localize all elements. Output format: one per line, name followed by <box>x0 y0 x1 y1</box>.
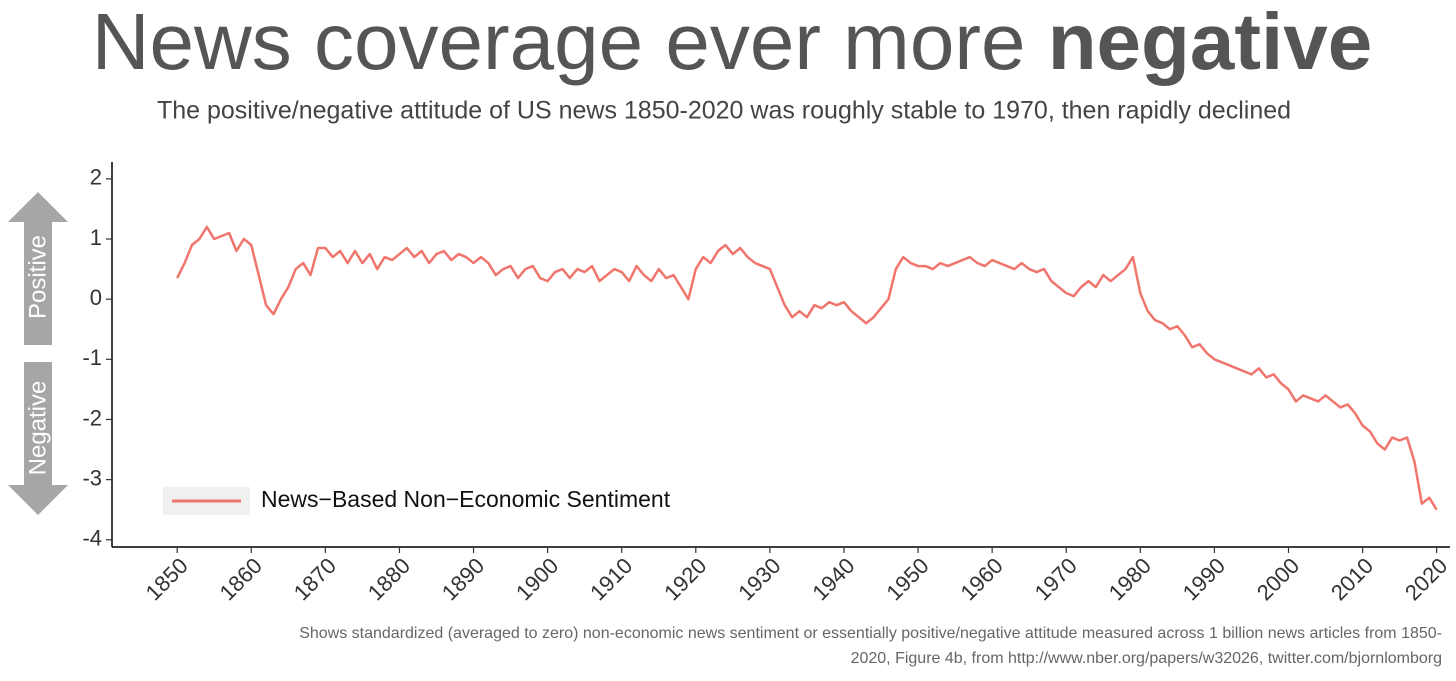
title-text: News coverage ever more <box>92 0 1026 86</box>
negative-label: Negative <box>24 381 51 476</box>
x-tick-label: 1860 <box>215 553 267 605</box>
x-tick-label: 1950 <box>881 553 933 605</box>
x-tick-label: 2010 <box>1326 553 1378 605</box>
x-tick-label: 1920 <box>659 553 711 605</box>
y-tick-label: 2 <box>90 165 102 190</box>
x-tick-label: 1990 <box>1178 553 1230 605</box>
y-tick-label: -4 <box>82 526 102 551</box>
x-tick-label: 1900 <box>511 553 563 605</box>
footnote: Shows standardized (averaged to zero) no… <box>299 625 1442 642</box>
y-tick-label: -2 <box>82 405 102 430</box>
x-tick-label: 1940 <box>807 553 859 605</box>
negative-arrow <box>8 362 68 515</box>
x-tick-label: 1870 <box>289 553 341 605</box>
y-tick-label: 1 <box>90 225 102 250</box>
footnote: 2020, Figure 4b, from http://www.nber.or… <box>851 650 1442 667</box>
y-tick-label: 0 <box>90 285 102 310</box>
series-line <box>176 225 1438 511</box>
y-tick-label: -3 <box>82 465 102 490</box>
x-tick-label: 1970 <box>1030 553 1082 605</box>
chart-title: News coverage ever more negative <box>92 0 1373 86</box>
x-tick-label: 2000 <box>1252 553 1304 605</box>
positive-arrow <box>8 192 68 345</box>
x-tick-label: 1980 <box>1104 553 1156 605</box>
y-tick-label: -1 <box>82 345 102 370</box>
x-tick-label: 1890 <box>437 553 489 605</box>
title-emphasis: negative <box>1048 0 1373 86</box>
legend-label: News−Based Non−Economic Sentiment <box>261 486 671 512</box>
x-tick-label: 1850 <box>141 553 193 605</box>
x-tick-label: 1910 <box>585 553 637 605</box>
x-tick-label: 2020 <box>1400 553 1452 605</box>
x-tick-label: 1880 <box>363 553 415 605</box>
x-tick-label: 1960 <box>955 553 1007 605</box>
chart-subtitle: The positive/negative attitude of US new… <box>157 97 1291 125</box>
positive-label: Positive <box>24 235 51 319</box>
x-tick-label: 1930 <box>733 553 785 605</box>
